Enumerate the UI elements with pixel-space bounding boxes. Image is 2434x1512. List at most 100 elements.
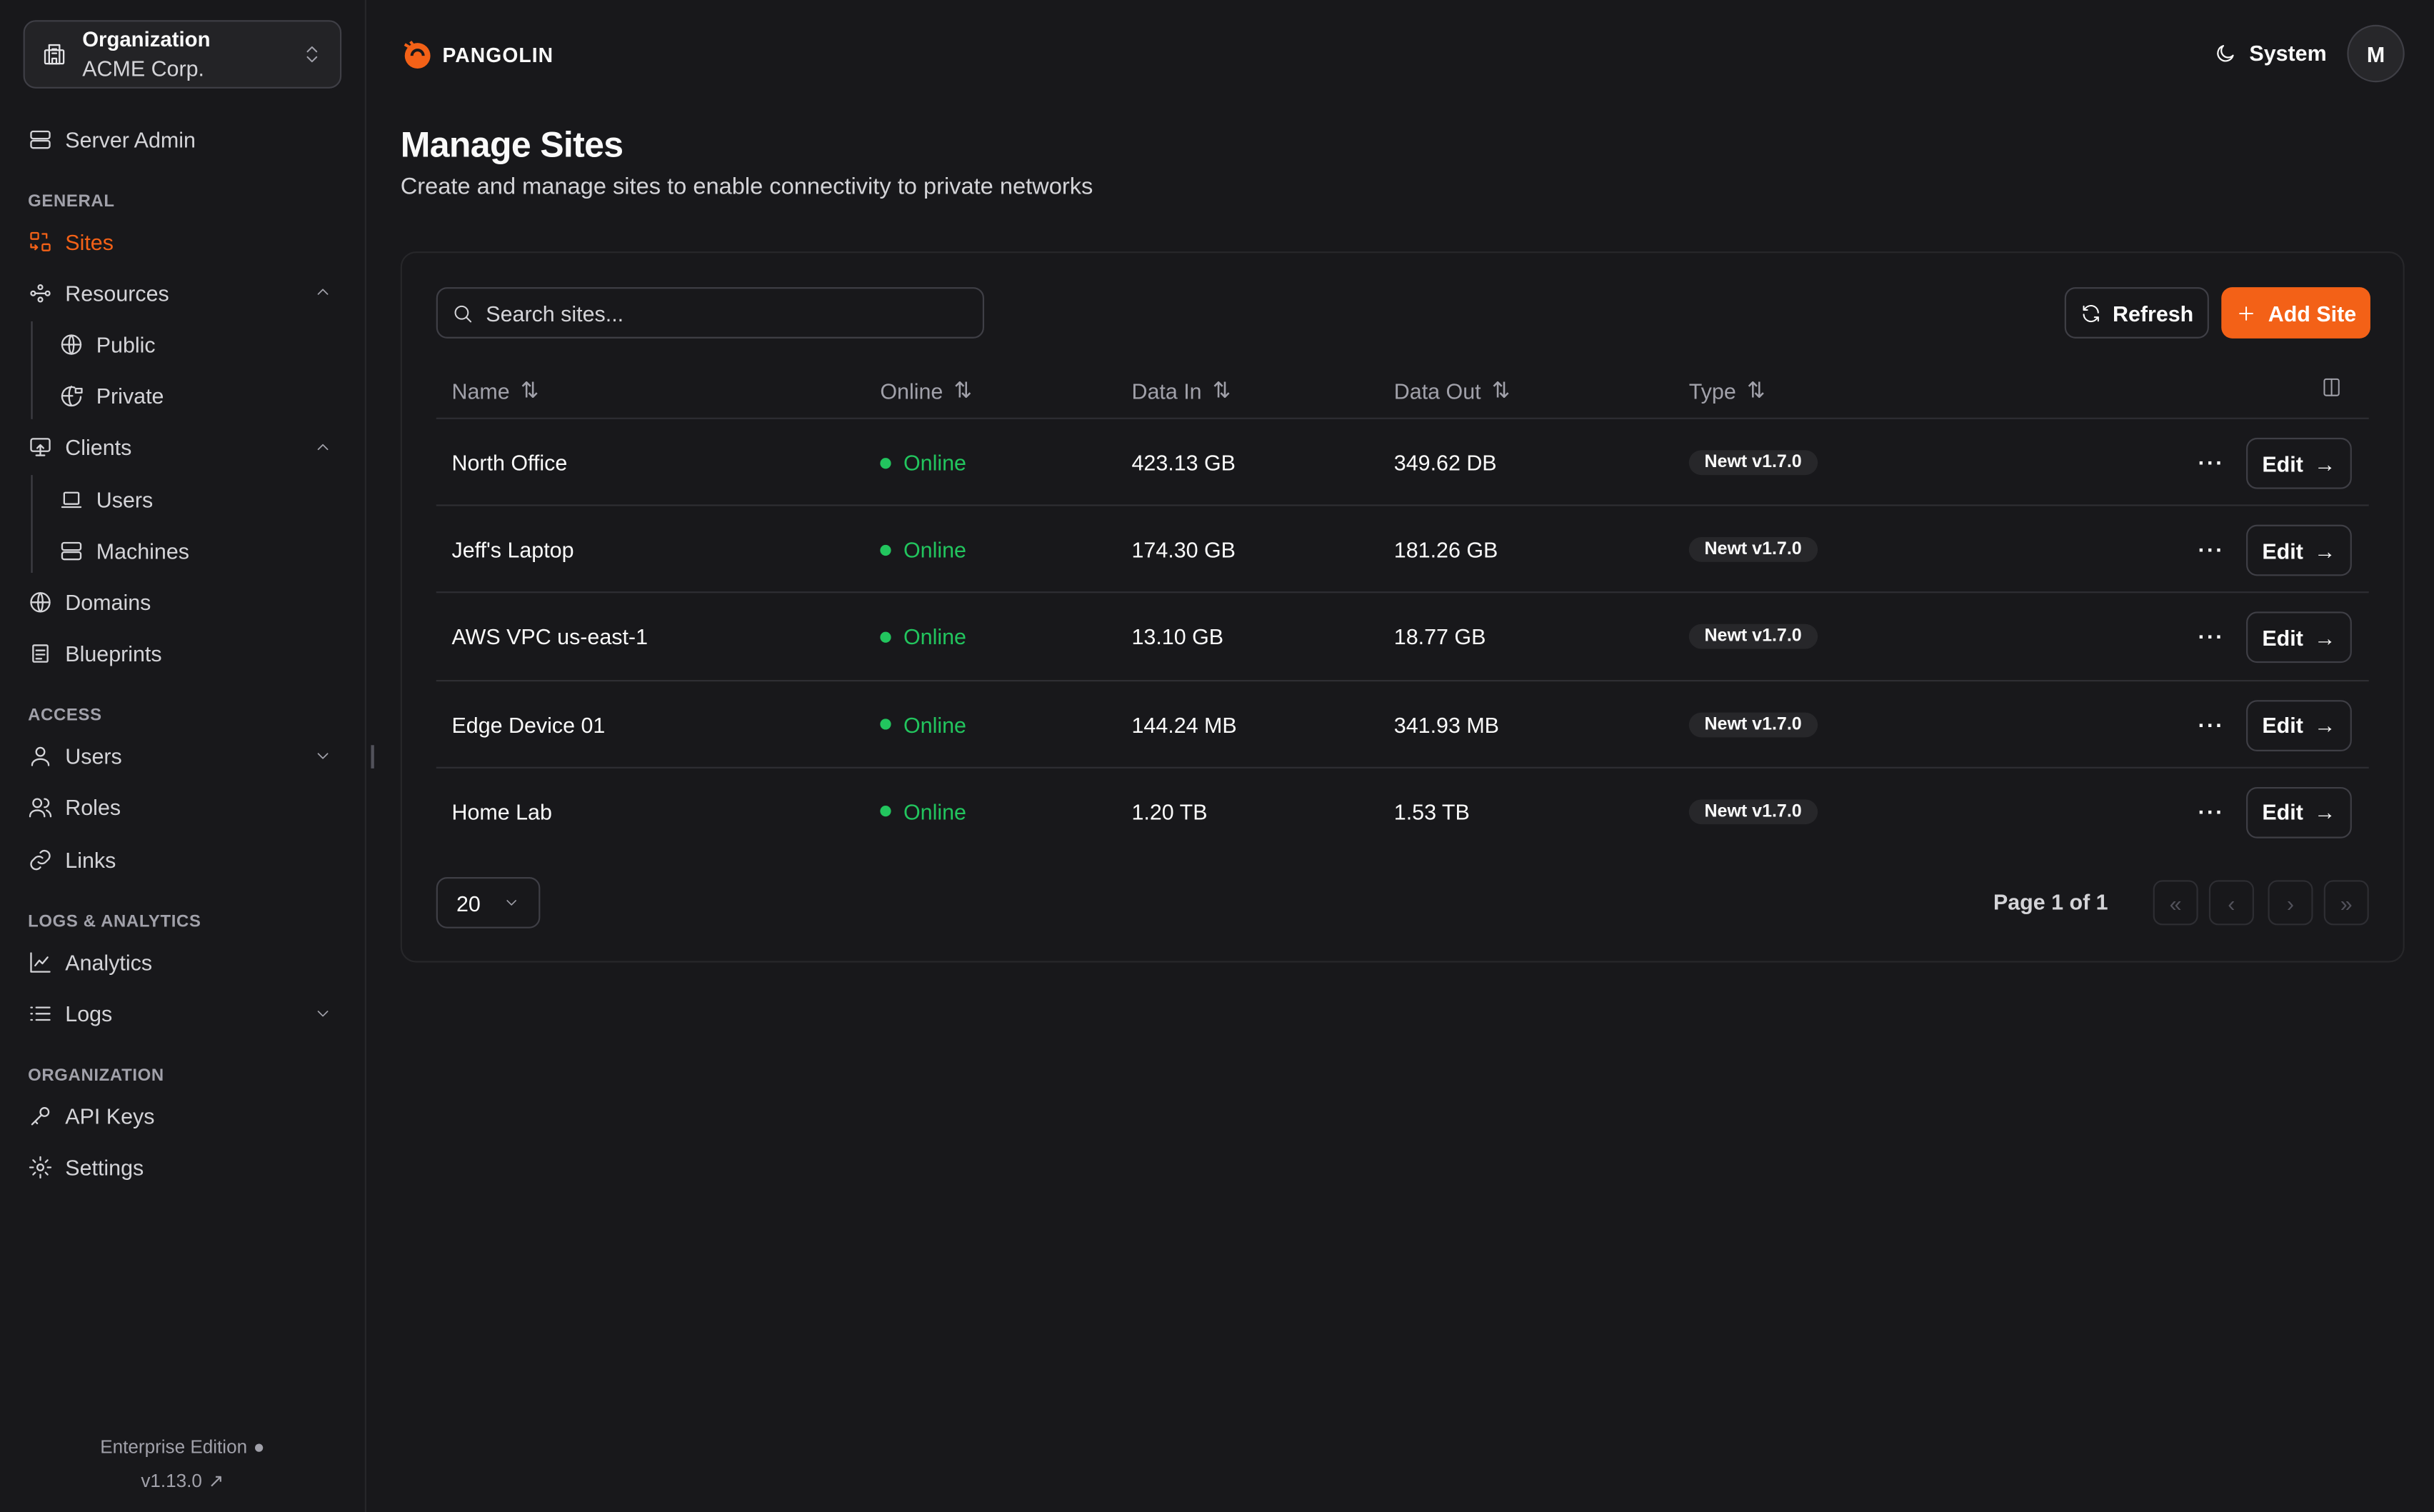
chevrons-up-down-icon [301, 42, 323, 67]
sidebar-item-client-users[interactable]: Users [59, 481, 154, 519]
more-actions-icon[interactable]: ··· [2198, 537, 2225, 563]
arrow-right-icon: → [2314, 625, 2336, 651]
table-row[interactable]: AWS VPC us-east-1 Online 13.10 GB 18.77 … [436, 591, 2369, 679]
sidebar-item-resources[interactable]: Resources [28, 275, 169, 312]
status: Online [880, 681, 966, 768]
brand-logo[interactable]: PANGOLIN [401, 37, 554, 71]
sidebar-item-analytics[interactable]: Analytics [28, 943, 152, 981]
search-field[interactable] [436, 287, 984, 339]
org-selector[interactable]: Organization ACME Corp. [23, 20, 342, 89]
sort-icon: ⇅ [1491, 377, 1511, 402]
label: Users [96, 487, 154, 513]
edition-link[interactable]: Enterprise Edition ● [0, 1436, 365, 1457]
type-badge: Newt v1.7.0 [1688, 537, 1818, 563]
label: API Keys [65, 1103, 155, 1129]
column-header-name[interactable]: Name ⇅ [451, 377, 539, 404]
page-size-select[interactable]: 20 [436, 877, 541, 928]
more-actions-icon[interactable]: ··· [2198, 450, 2225, 476]
server-icon [61, 541, 82, 561]
next-page-button[interactable]: › [2268, 880, 2313, 926]
version-link[interactable]: v1.13.0 ↗ [0, 1470, 365, 1491]
table-row[interactable]: Jeff's Laptop Online 174.30 GB 181.26 GB… [436, 504, 2369, 592]
sidebar-item-settings[interactable]: Settings [28, 1148, 144, 1186]
label: Online [880, 378, 943, 404]
column-header-online[interactable]: Online ⇅ [880, 377, 972, 404]
column-header-data-in[interactable]: Data In ⇅ [1131, 377, 1231, 404]
table-row[interactable]: Edge Device 01 Online 144.24 MB 341.93 M… [436, 679, 2369, 766]
arrow-right-icon: → [2314, 712, 2336, 738]
data-in: 174.30 GB [1131, 537, 1236, 563]
sidebar-item-users[interactable]: Users [28, 737, 122, 774]
sort-icon: ⇅ [1746, 377, 1766, 402]
more-actions-icon[interactable]: ··· [2198, 624, 2225, 650]
edit-label: Edit [2262, 712, 2303, 738]
sidebar-item-sites[interactable]: Sites [28, 224, 114, 261]
chevron-down-icon[interactable] [314, 746, 332, 765]
arrow-right-icon: → [2314, 538, 2336, 564]
status-label: Online [903, 624, 966, 650]
page-subtitle: Create and manage sites to enable connec… [400, 174, 1093, 201]
edit-button[interactable]: Edit → [2246, 612, 2352, 664]
sites-card [400, 251, 2405, 963]
more-actions-icon[interactable]: ··· [2198, 798, 2225, 824]
avatar[interactable]: M [2347, 24, 2405, 83]
laptop-icon [61, 491, 82, 509]
sidebar-resize-handle[interactable] [371, 745, 374, 768]
label: Roles [65, 794, 121, 820]
status-label: Online [903, 711, 966, 737]
sidebar-item-api-keys[interactable]: API Keys [28, 1098, 154, 1135]
sidebar-item-logs[interactable]: Logs [28, 995, 112, 1032]
sidebar: Organization ACME Corp. Server Admin GEN… [0, 0, 366, 1512]
chevron-down-icon[interactable] [314, 1004, 332, 1023]
more-actions-icon[interactable]: ··· [2198, 711, 2225, 737]
plus-icon [2239, 306, 2254, 320]
edit-button[interactable]: Edit → [2246, 525, 2352, 576]
prev-page-button[interactable]: ‹ [2208, 880, 2254, 926]
label: Settings [65, 1155, 144, 1180]
type: Newt v1.7.0 [1688, 768, 1818, 855]
last-page-button[interactable]: » [2323, 880, 2369, 926]
sidebar-item-blueprints[interactable]: Blueprints [28, 635, 162, 672]
sidebar-item-domains[interactable]: Domains [28, 584, 151, 621]
column-header-data-out[interactable]: Data Out ⇅ [1394, 377, 1511, 404]
sidebar-item-links[interactable]: Links [28, 841, 116, 878]
add-site-label: Add Site [2268, 300, 2357, 326]
site-name: Edge Device 01 [451, 711, 606, 737]
page-indicator: Page 1 of 1 [1993, 889, 2108, 915]
sidebar-item-machines[interactable]: Machines [59, 533, 189, 570]
add-site-button[interactable]: Add Site [2221, 287, 2370, 339]
section-access: ACCESS [28, 706, 102, 726]
refresh-button[interactable]: Refresh [2064, 287, 2209, 339]
key-icon [31, 1106, 50, 1126]
list-icon [30, 1006, 51, 1021]
chevron-up-icon[interactable] [314, 438, 332, 456]
first-page-button[interactable]: « [2153, 880, 2198, 926]
label: Machines [96, 539, 189, 564]
label: Public [96, 332, 156, 357]
sidebar-item-public[interactable]: Public [59, 326, 156, 363]
sidebar-item-server-admin[interactable]: Server Admin [28, 121, 196, 159]
data-in: 1.20 TB [1131, 798, 1208, 824]
sidebar-item-roles[interactable]: Roles [28, 788, 121, 826]
search-input[interactable] [486, 300, 952, 326]
status-label: Online [903, 450, 966, 476]
building-icon [42, 42, 67, 67]
blueprint-icon [32, 644, 49, 663]
sidebar-item-clients[interactable]: Clients [28, 429, 131, 466]
label: Server Admin [65, 127, 196, 153]
edit-button[interactable]: Edit → [2246, 786, 2352, 838]
link-icon [30, 849, 51, 871]
type-badge: Newt v1.7.0 [1688, 711, 1818, 737]
edit-button[interactable]: Edit → [2246, 699, 2352, 751]
edit-button[interactable]: Edit → [2246, 437, 2352, 489]
chevron-up-icon[interactable] [314, 283, 332, 301]
table-row[interactable]: North Office Online 423.13 GB 349.62 DB … [436, 417, 2369, 505]
columns-icon[interactable] [2320, 376, 2342, 399]
table-row[interactable]: Home Lab Online 1.20 TB 1.53 TB Newt v1.… [436, 766, 2369, 853]
site-name: AWS VPC us-east-1 [451, 624, 648, 650]
sidebar-item-private[interactable]: Private [59, 377, 164, 414]
sort-icon: ⇅ [953, 377, 973, 402]
arrow-right-icon: → [2314, 799, 2336, 825]
column-header-type[interactable]: Type ⇅ [1689, 377, 1766, 404]
theme-toggle[interactable]: System [2213, 41, 2327, 65]
